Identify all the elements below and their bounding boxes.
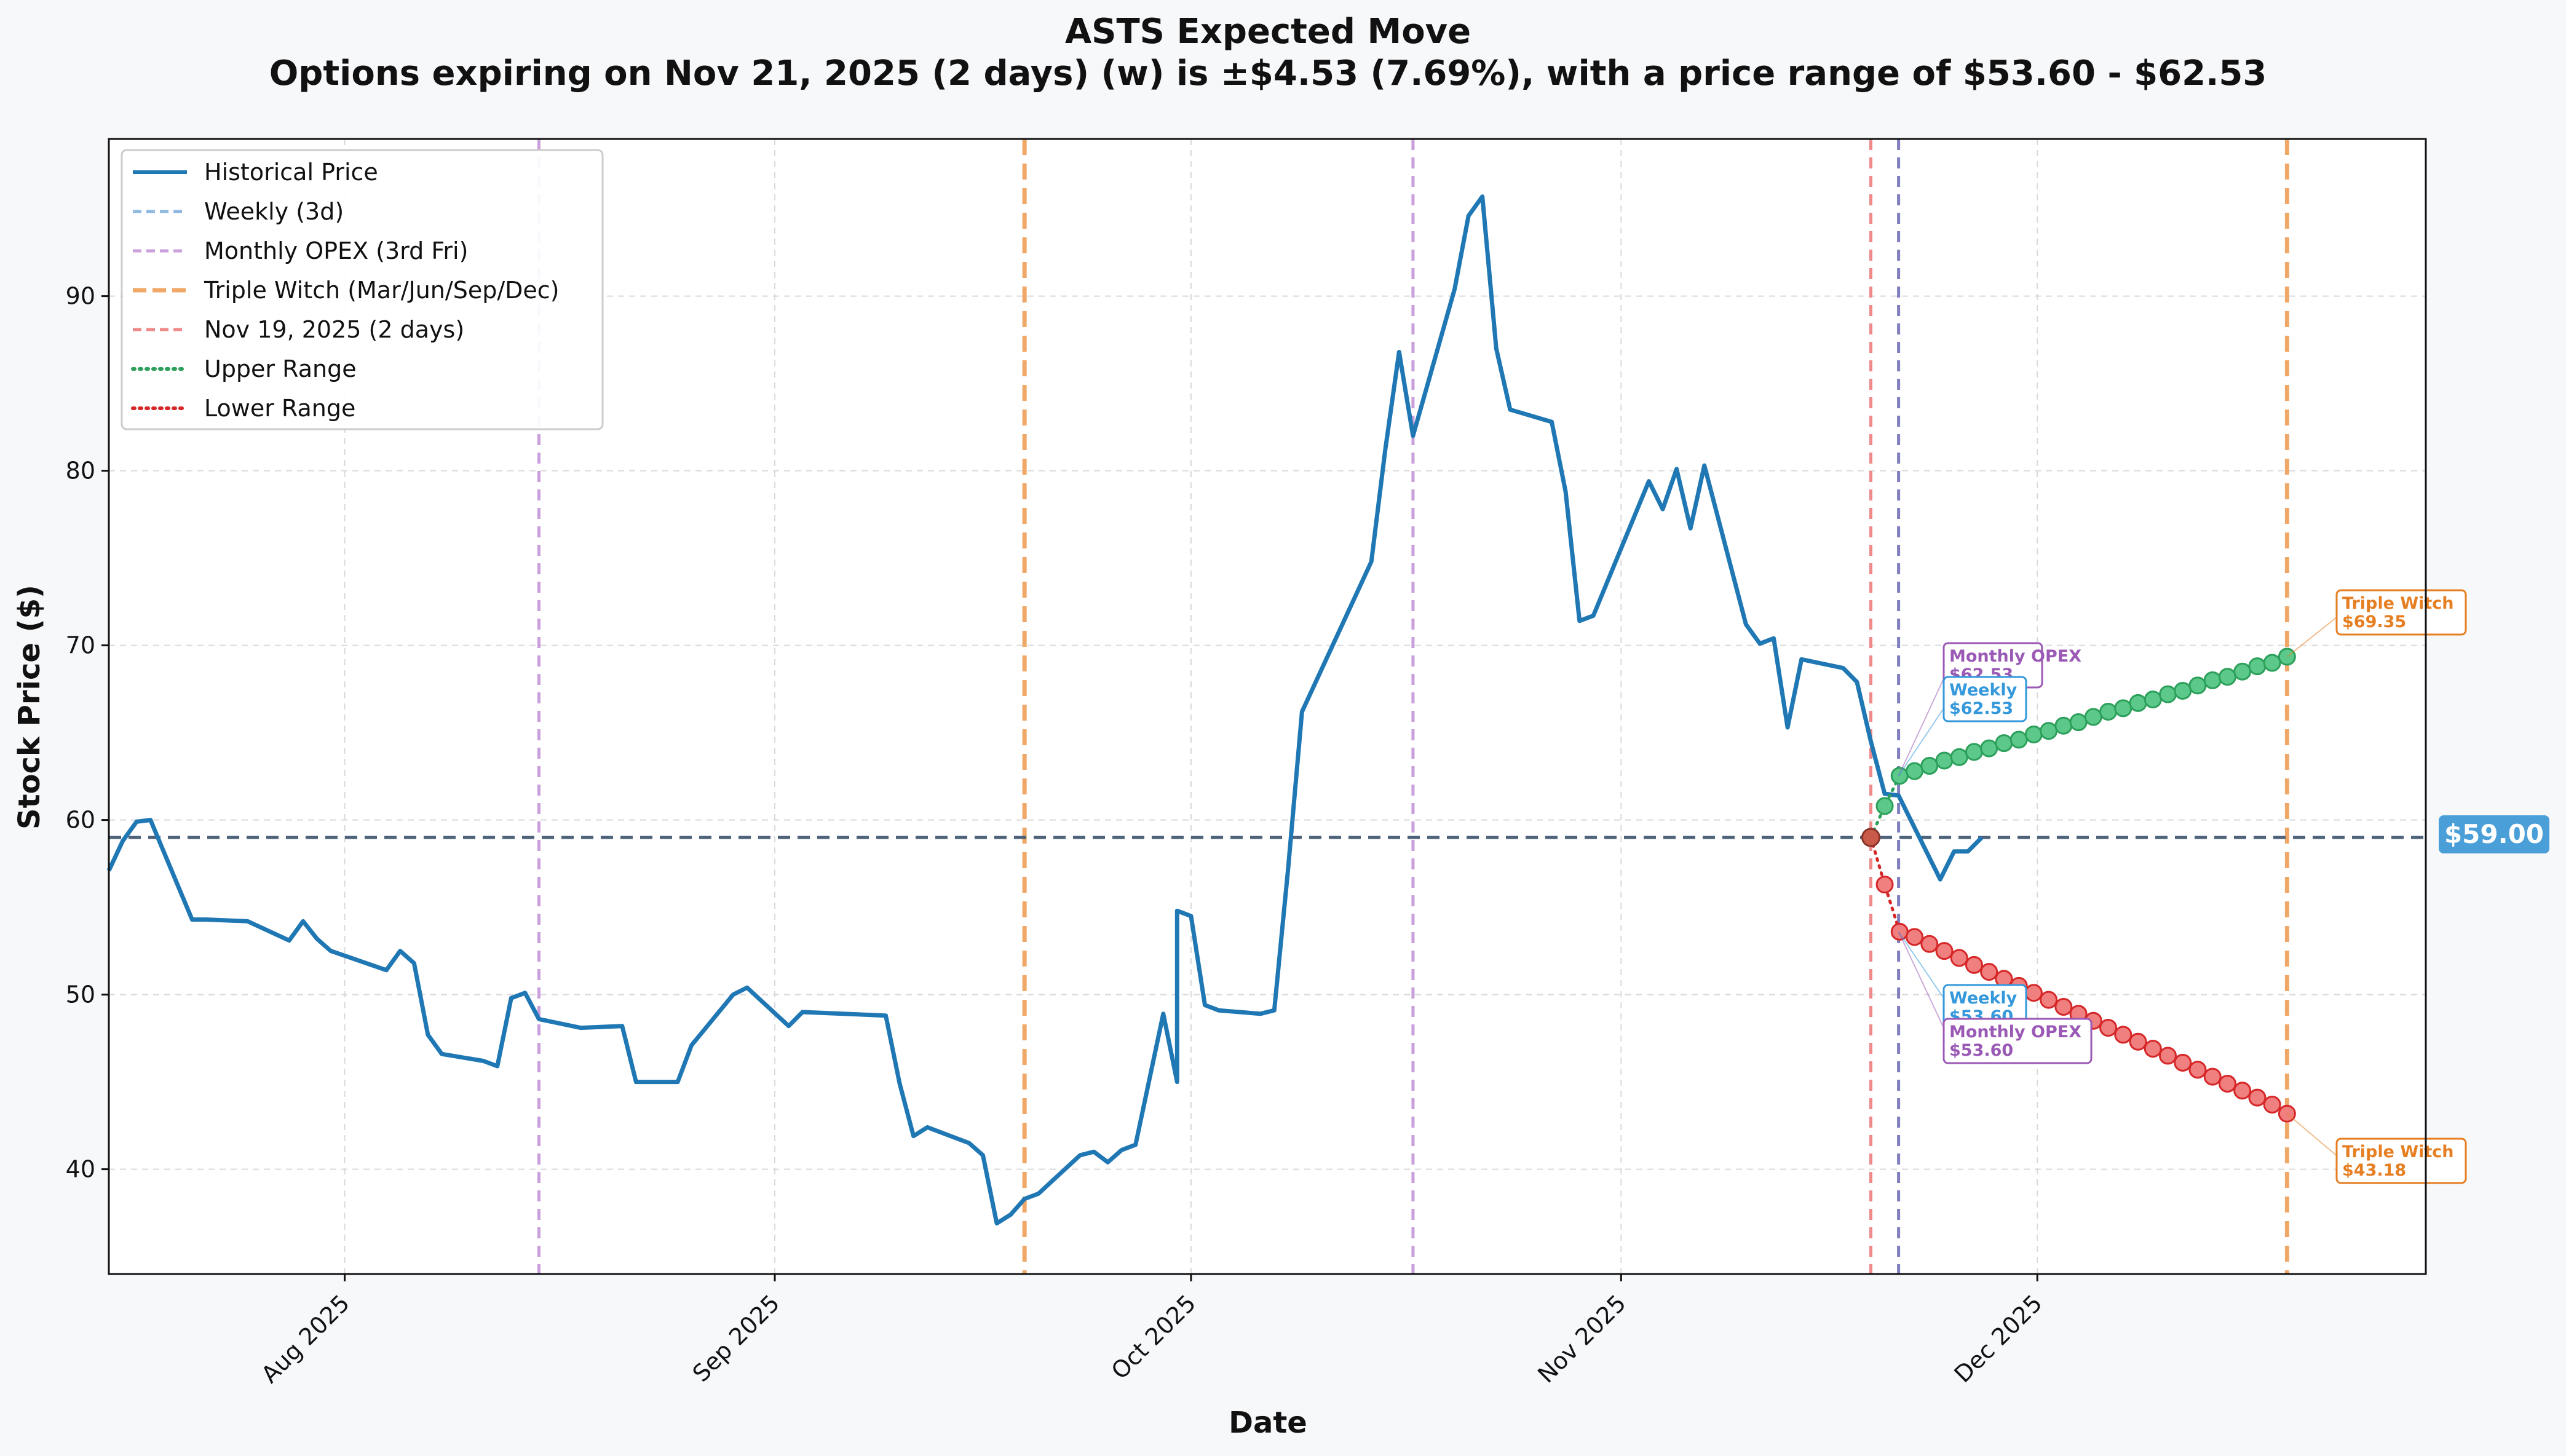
legend-label: Monthly OPEX (3rd Fri): [204, 237, 468, 264]
y-axis-label: Stock Price ($): [12, 585, 47, 829]
upper-range-point: [2174, 681, 2192, 700]
annotation-value: $53.60: [1949, 1041, 2013, 1060]
upper-range-point: [2114, 699, 2132, 718]
lower-range-point: [2174, 1053, 2192, 1072]
upper-range-point: [1950, 748, 1968, 766]
lower-range-point: [2054, 997, 2073, 1016]
annotation-value: $69.35: [2342, 612, 2406, 631]
lower-range-point: [1950, 949, 1968, 967]
lower-range-point: [1890, 922, 1909, 941]
chart-subtitle: Options expiring on Nov 21, 2025 (2 days…: [269, 53, 2267, 93]
legend-label: Triple Witch (Mar/Jun/Sep/Dec): [204, 277, 559, 304]
lower-range-point: [2233, 1082, 2252, 1100]
upper-range-point: [2129, 694, 2147, 712]
lower-range-point: [2114, 1026, 2132, 1044]
current-price-point: [1861, 828, 1880, 847]
lower-range-point: [2099, 1019, 2118, 1037]
upper-range-point: [2040, 722, 2058, 740]
annotation-title: Monthly OPEX: [1949, 647, 2081, 666]
upper-range-point: [1920, 757, 1939, 775]
upper-range-point: [2010, 730, 2028, 749]
y-tick-label: 90: [66, 283, 95, 310]
legend: Historical Price Weekly (3d) Monthly OPEX …: [121, 149, 604, 430]
upper-range-point: [1906, 762, 1924, 780]
historical-price-line: [106, 194, 1984, 1226]
legend-label: Historical Price: [204, 159, 378, 186]
upper-range-point: [2248, 657, 2267, 676]
upper-range-point: [1980, 739, 1998, 758]
upper-range-point: [2084, 708, 2102, 726]
current-price-tag: $59.00: [2439, 815, 2549, 853]
annotation-title: Monthly OPEX: [1949, 1023, 2081, 1042]
marker-layer: [1861, 647, 2296, 1123]
upper-range-point: [1890, 767, 1909, 785]
y-tick-label: 40: [66, 1156, 95, 1183]
annotation-title: Triple Witch: [2342, 1142, 2454, 1161]
annotation-box: [2335, 589, 2467, 636]
upper-range-point: [1965, 743, 1983, 761]
annotation-leader: [1898, 665, 1950, 777]
current-price-tag-text: $59.00: [2444, 819, 2544, 849]
annotation-leader: [1898, 931, 1950, 1042]
annotation-leader: [2286, 612, 2343, 657]
y-axis-ticks: 40 50 60 70 80 90: [66, 283, 109, 1183]
annotation-leader: [1898, 931, 1950, 1008]
y-tick-label: 60: [66, 807, 95, 834]
lower-range-point: [1980, 963, 1998, 981]
lower-range-point: [1920, 935, 1939, 953]
plot-frame: [108, 138, 2427, 1275]
chart-title: ASTS Expected Move: [1065, 12, 1471, 52]
legend-label: Weekly (3d): [204, 198, 344, 225]
annotation-title: Weekly: [1949, 681, 2018, 700]
upper-range-point: [2203, 671, 2222, 689]
x-axis-label: Date: [1229, 1406, 1307, 1440]
upper-range-point: [2024, 725, 2043, 743]
y-tick-label: 50: [66, 981, 95, 1008]
lower-range-point: [1906, 928, 1924, 946]
annotation-box: [1942, 1018, 2093, 1064]
annotation-title: Weekly: [1949, 989, 2018, 1008]
upper-range-point: [2218, 668, 2236, 686]
legend-label: Upper Range: [204, 355, 357, 382]
upper-range-point: [2099, 703, 2118, 721]
lower-range-point: [2144, 1040, 2162, 1058]
lower-range-point: [2129, 1032, 2147, 1051]
upper-range-point: [2144, 690, 2162, 709]
legend-label: Lower Range: [204, 395, 355, 422]
lower-range-point: [2040, 991, 2058, 1009]
upper-range-point: [2233, 662, 2252, 681]
lower-range-point: [2188, 1061, 2207, 1079]
y-tick-label: 70: [66, 632, 95, 659]
lower-range-point: [1875, 876, 1894, 894]
upper-range-point: [2158, 685, 2177, 703]
upper-range-point: [2263, 654, 2281, 672]
lower-range-point: [1965, 956, 1983, 974]
lower-range-point: [2024, 984, 2043, 1002]
lower-range-point: [2218, 1074, 2236, 1093]
legend-label: Nov 19, 2025 (2 days): [204, 316, 464, 343]
annotation-leader: [2286, 1113, 2343, 1161]
lower-range-point: [2248, 1088, 2267, 1107]
upper-range-point: [2054, 716, 2073, 735]
annotation-title: Triple Witch: [2342, 594, 2454, 613]
y-tick-label: 80: [66, 457, 95, 485]
lower-range-point: [1935, 942, 1954, 960]
current-price-tag-box: [2439, 815, 2549, 853]
upper-range-point: [1875, 797, 1894, 815]
annotation-box: [2335, 1138, 2467, 1184]
upper-range-point: [1935, 751, 1954, 770]
lower-range-point: [2203, 1067, 2222, 1086]
lower-range-point: [2158, 1046, 2177, 1065]
upper-range-point: [2188, 676, 2207, 695]
lower-range-point: [2263, 1096, 2281, 1114]
annotation-value: $43.18: [2342, 1161, 2406, 1180]
upper-range-point: [2069, 713, 2088, 732]
annotation-leader: [1898, 698, 1950, 777]
annotation-box: [1942, 676, 2027, 722]
annotation-value: $62.53: [1949, 699, 2013, 718]
legend-box: [121, 149, 604, 430]
upper-range-point: [1995, 734, 2013, 753]
